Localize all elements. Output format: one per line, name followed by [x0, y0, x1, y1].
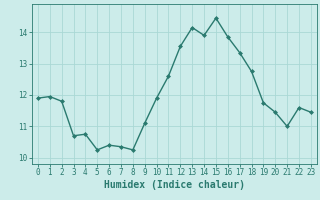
- X-axis label: Humidex (Indice chaleur): Humidex (Indice chaleur): [104, 180, 245, 190]
